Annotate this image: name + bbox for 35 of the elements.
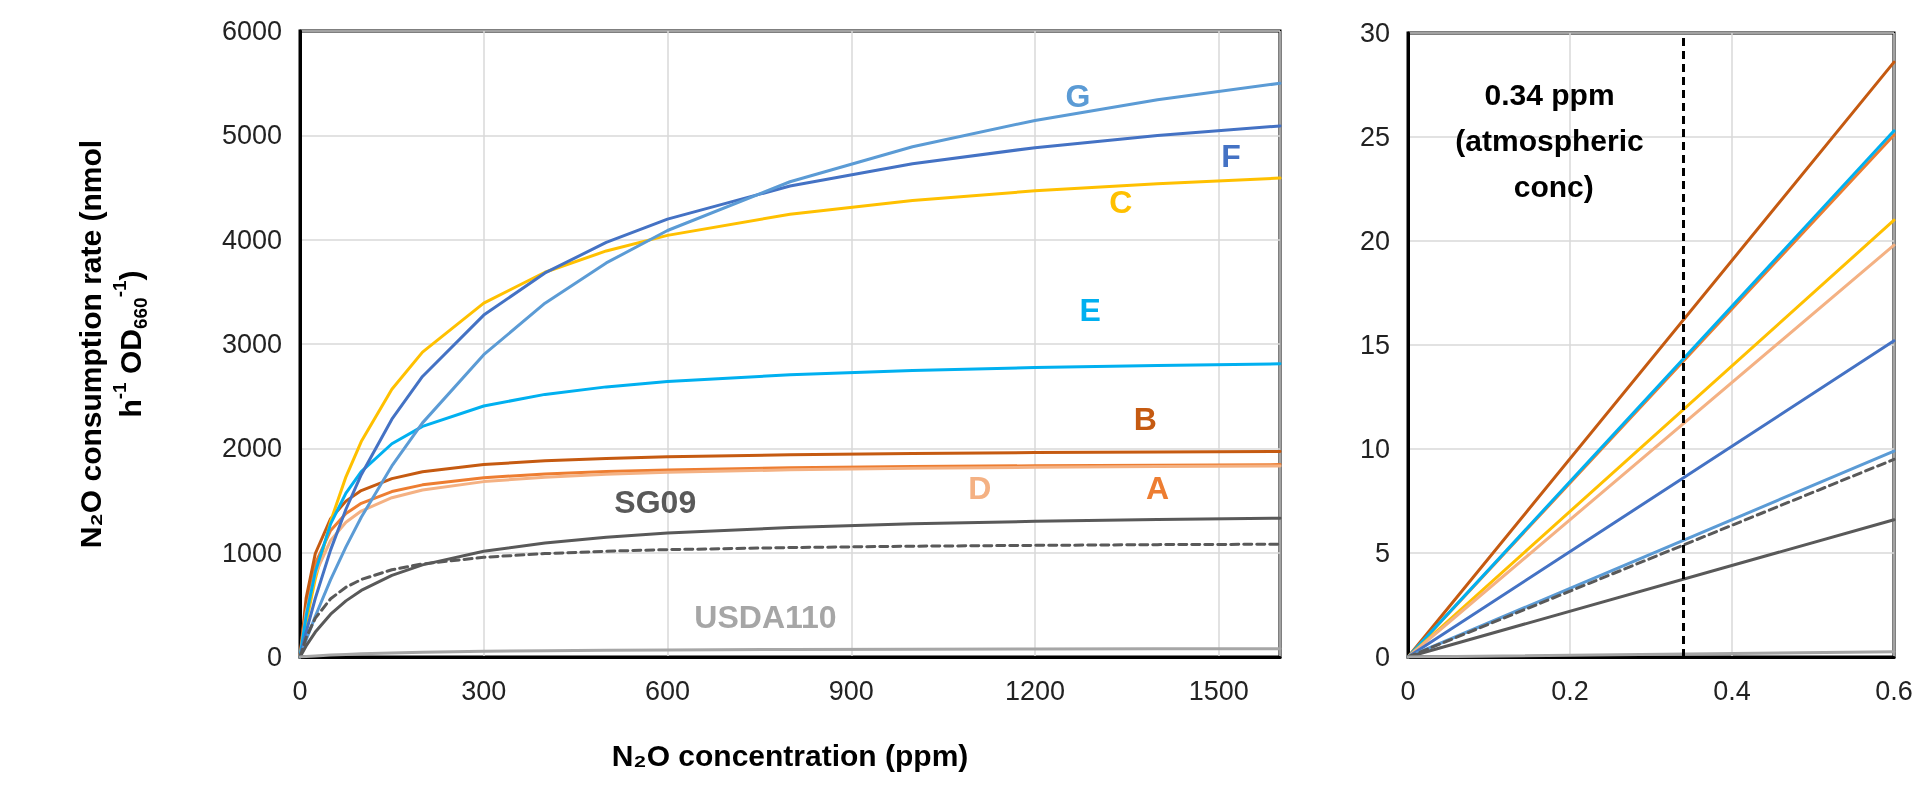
y-tick-label: 30 bbox=[1359, 18, 1390, 48]
x-axis-title: N₂O concentration (ppm) bbox=[611, 738, 969, 772]
x-tick-label: 1200 bbox=[1004, 675, 1066, 706]
y-tick-label: 10 bbox=[1359, 434, 1390, 464]
series-label: F bbox=[1221, 138, 1241, 175]
series-label: D bbox=[968, 469, 992, 506]
y-tick-label: 5 bbox=[1374, 538, 1390, 568]
series-label: E bbox=[1079, 291, 1101, 328]
y-tick-label: 2000 bbox=[221, 433, 282, 464]
x-tick-label: 0 bbox=[1400, 675, 1416, 706]
series-label: USDA110 bbox=[694, 599, 837, 636]
x-tick-label: 0.2 bbox=[1551, 675, 1589, 706]
x-tick-label: 1500 bbox=[1188, 675, 1249, 706]
y-tick-label: 6000 bbox=[221, 16, 282, 46]
y-tick-label: 20 bbox=[1359, 226, 1390, 256]
x-tick-label: 300 bbox=[461, 675, 507, 706]
y-tick-label: 1000 bbox=[221, 537, 282, 568]
y-tick-label: 0 bbox=[266, 642, 282, 672]
x-tick-label: 600 bbox=[644, 675, 691, 706]
series-label: SG09 bbox=[614, 483, 697, 520]
series-label: A bbox=[1145, 469, 1170, 506]
y-tick-label: 3000 bbox=[221, 329, 282, 359]
y-tick-label: 15 bbox=[1359, 330, 1390, 360]
ref-line-label: 0.34 ppm (atmospheric conc) bbox=[1455, 77, 1653, 203]
y-tick-label: 25 bbox=[1359, 122, 1390, 152]
y-tick-label: 5000 bbox=[221, 120, 282, 151]
x-tick-label: 0.6 bbox=[1875, 675, 1913, 706]
x-tick-label: 0 bbox=[292, 675, 308, 706]
x-tick-label: 0.4 bbox=[1713, 675, 1751, 706]
x-tick-label: 900 bbox=[828, 675, 874, 706]
y-tick-label: 4000 bbox=[221, 224, 282, 255]
y-tick-label: 0 bbox=[1374, 642, 1390, 672]
series-label: C bbox=[1109, 184, 1133, 221]
series-label: B bbox=[1133, 401, 1157, 438]
series-label: G bbox=[1065, 77, 1091, 114]
